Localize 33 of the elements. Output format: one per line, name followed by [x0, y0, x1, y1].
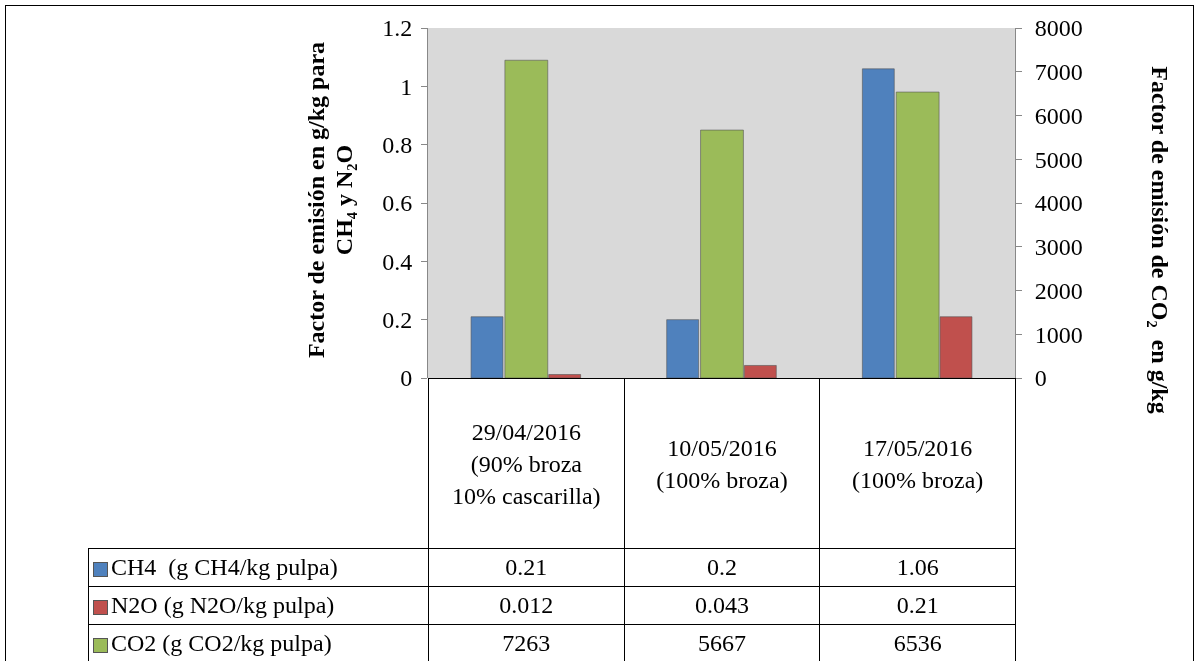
- data-label: 0.2: [624, 548, 820, 587]
- data-label: 0.21: [819, 586, 1016, 625]
- y2-tick-label: 4000: [1034, 190, 1083, 217]
- y2-tick-label: 7000: [1034, 59, 1083, 86]
- y2-tick-label: 1000: [1034, 321, 1083, 348]
- legend-label: CH4 (g CH4/kg pulpa): [88, 548, 429, 587]
- data-label: 7263: [428, 624, 625, 661]
- data-label: 0.043: [624, 586, 820, 625]
- y2-tick-label: 3000: [1034, 234, 1083, 261]
- y-tick-label: 0: [400, 365, 413, 392]
- y-axis-title: Factor de emisión en g/kg para CH₄ y N₂O: [302, 40, 358, 361]
- y2-tick-label: 8000: [1034, 15, 1083, 42]
- y2-tick-label: 6000: [1034, 102, 1083, 129]
- legend-label: CO2 (g CO2/kg pulpa): [88, 624, 429, 661]
- legend-label: N2O (g N2O/kg pulpa): [88, 586, 429, 625]
- y2-tick-label: 0: [1034, 365, 1047, 392]
- x-tick-label: 17/05/2016 (100% broza): [851, 433, 985, 495]
- y-tick-label: 0.6: [382, 190, 413, 217]
- y-tick-label: 0.2: [382, 307, 413, 334]
- data-label: 0.21: [428, 548, 625, 587]
- y2-tick-label: 2000: [1034, 277, 1083, 304]
- data-label: 6536: [819, 624, 1016, 661]
- y-tick-label: 1.2: [382, 15, 413, 42]
- data-label: 5667: [624, 624, 820, 661]
- y2-tick-label: 5000: [1034, 146, 1083, 173]
- y2-axis-title: Factor de emisión de CO₂ en g/kg: [1146, 65, 1174, 416]
- y-tick-label: 0.4: [382, 248, 413, 275]
- x-tick-label: 29/04/2016 (90% broza 10% cascarilla): [451, 417, 602, 511]
- y-tick-label: 0.8: [382, 132, 413, 159]
- data-label: 0.012: [428, 586, 625, 625]
- data-label: 1.06: [819, 548, 1016, 587]
- y-tick-label: 1: [400, 73, 413, 100]
- x-tick-label: 10/05/2016 (100% broza): [655, 433, 789, 495]
